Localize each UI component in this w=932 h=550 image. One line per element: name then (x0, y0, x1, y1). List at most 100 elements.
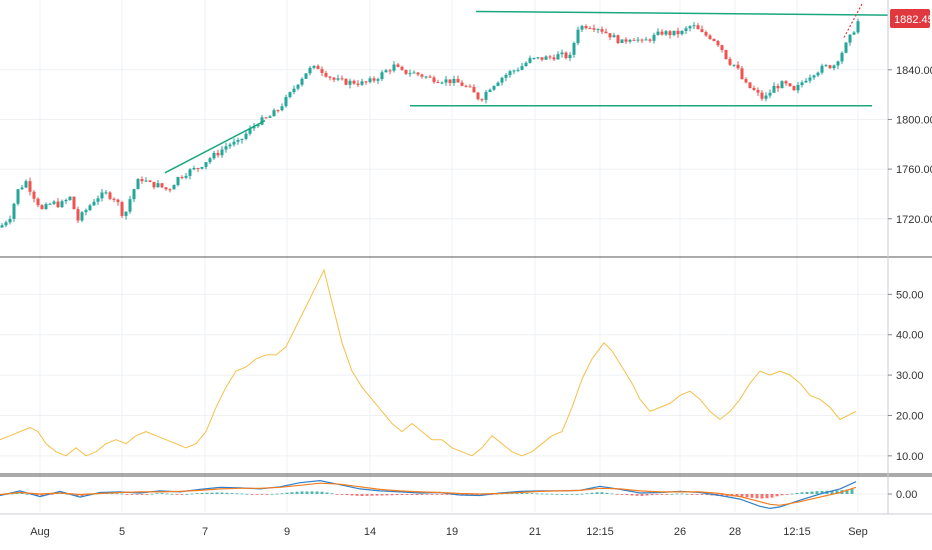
candle-body[interactable] (16, 189, 20, 204)
candle-body[interactable] (840, 52, 844, 62)
candle-body[interactable] (64, 199, 68, 202)
candle-body[interactable] (376, 79, 380, 81)
candle-body[interactable] (420, 74, 424, 77)
candle-body[interactable] (8, 218, 12, 223)
candle-body[interactable] (256, 124, 260, 127)
candle-body[interactable] (232, 141, 236, 145)
candle-body[interactable] (288, 92, 292, 98)
candle-body[interactable] (548, 56, 552, 58)
candle-body[interactable] (312, 65, 316, 68)
candle-body[interactable] (212, 152, 216, 159)
candle-body[interactable] (628, 39, 632, 42)
candle-body[interactable] (824, 65, 828, 67)
candle-body[interactable] (492, 85, 496, 90)
candle-body[interactable] (292, 88, 296, 93)
candle-body[interactable] (508, 71, 512, 76)
candle-body[interactable] (692, 25, 696, 27)
trendline[interactable] (164, 120, 266, 174)
candle-body[interactable] (568, 54, 572, 59)
candle-body[interactable] (540, 57, 544, 60)
candle-body[interactable] (332, 77, 336, 80)
candle-body[interactable] (520, 66, 524, 70)
candle-body[interactable] (500, 77, 504, 83)
candle-body[interactable] (672, 30, 676, 36)
candle-body[interactable] (712, 38, 716, 41)
candle-body[interactable] (680, 30, 684, 35)
candle-body[interactable] (788, 83, 792, 87)
candle-body[interactable] (356, 83, 360, 85)
candle-body[interactable] (32, 191, 36, 199)
candle-body[interactable] (512, 70, 516, 72)
candle-body[interactable] (696, 25, 700, 30)
candle-body[interactable] (560, 52, 564, 55)
candle-body[interactable] (804, 80, 808, 83)
candle-body[interactable] (768, 92, 772, 96)
candle-body[interactable] (400, 66, 404, 70)
candle-body[interactable] (44, 204, 48, 210)
candle-body[interactable] (668, 31, 672, 36)
candle-body[interactable] (416, 72, 420, 75)
candle-body[interactable] (392, 64, 396, 71)
candle-body[interactable] (4, 222, 8, 226)
candle-body[interactable] (412, 72, 416, 74)
candle-body[interactable] (220, 149, 224, 156)
candle-body[interactable] (472, 86, 476, 93)
candle-body[interactable] (720, 45, 724, 50)
candle-body[interactable] (652, 34, 656, 41)
candle-body[interactable] (104, 192, 108, 194)
candle-body[interactable] (600, 29, 604, 32)
candle-body[interactable] (224, 146, 228, 150)
candle-body[interactable] (812, 75, 816, 78)
candle-body[interactable] (700, 29, 704, 33)
candle-body[interactable] (308, 67, 312, 74)
candle-body[interactable] (524, 62, 528, 67)
candle-body[interactable] (296, 84, 300, 89)
candle-body[interactable] (20, 187, 24, 190)
candle-body[interactable] (368, 78, 372, 83)
candle-body[interactable] (272, 110, 276, 117)
candle-body[interactable] (440, 82, 444, 84)
candle-body[interactable] (144, 180, 148, 182)
candle-body[interactable] (404, 69, 408, 74)
candle-body[interactable] (564, 52, 568, 59)
candle-body[interactable] (360, 81, 364, 85)
candle-body[interactable] (784, 81, 788, 84)
candle-body[interactable] (304, 73, 308, 79)
candle-body[interactable] (168, 189, 172, 191)
candle-body[interactable] (452, 78, 456, 84)
candle-body[interactable] (852, 32, 856, 35)
candle-body[interactable] (716, 40, 720, 46)
candle-body[interactable] (640, 39, 644, 41)
candle-body[interactable] (152, 181, 156, 188)
candle-body[interactable] (132, 189, 136, 200)
candle-body[interactable] (436, 82, 440, 84)
candle-body[interactable] (88, 205, 92, 211)
candle-body[interactable] (676, 30, 680, 35)
candle-body[interactable] (140, 179, 144, 182)
candle-body[interactable] (488, 89, 492, 92)
candle-body[interactable] (740, 68, 744, 80)
candle-body[interactable] (820, 65, 824, 73)
candle-body[interactable] (172, 185, 176, 190)
candle-body[interactable] (844, 42, 848, 53)
candle-body[interactable] (544, 56, 548, 60)
candle-body[interactable] (300, 78, 304, 85)
candle-body[interactable] (580, 26, 584, 30)
candle-body[interactable] (752, 88, 756, 91)
candle-body[interactable] (460, 82, 464, 86)
candle-body[interactable] (772, 85, 776, 93)
candle-body[interactable] (608, 33, 612, 38)
candle-body[interactable] (316, 65, 320, 70)
candle-body[interactable] (380, 72, 384, 80)
candle-body[interactable] (424, 76, 428, 78)
candle-body[interactable] (576, 29, 580, 44)
candle-body[interactable] (748, 82, 752, 89)
candle-body[interactable] (108, 192, 112, 199)
candle-body[interactable] (116, 199, 120, 203)
candle-body[interactable] (584, 26, 588, 29)
candle-body[interactable] (620, 39, 624, 43)
candle-body[interactable] (364, 81, 368, 83)
candle-body[interactable] (336, 78, 340, 80)
candle-body[interactable] (532, 57, 536, 59)
